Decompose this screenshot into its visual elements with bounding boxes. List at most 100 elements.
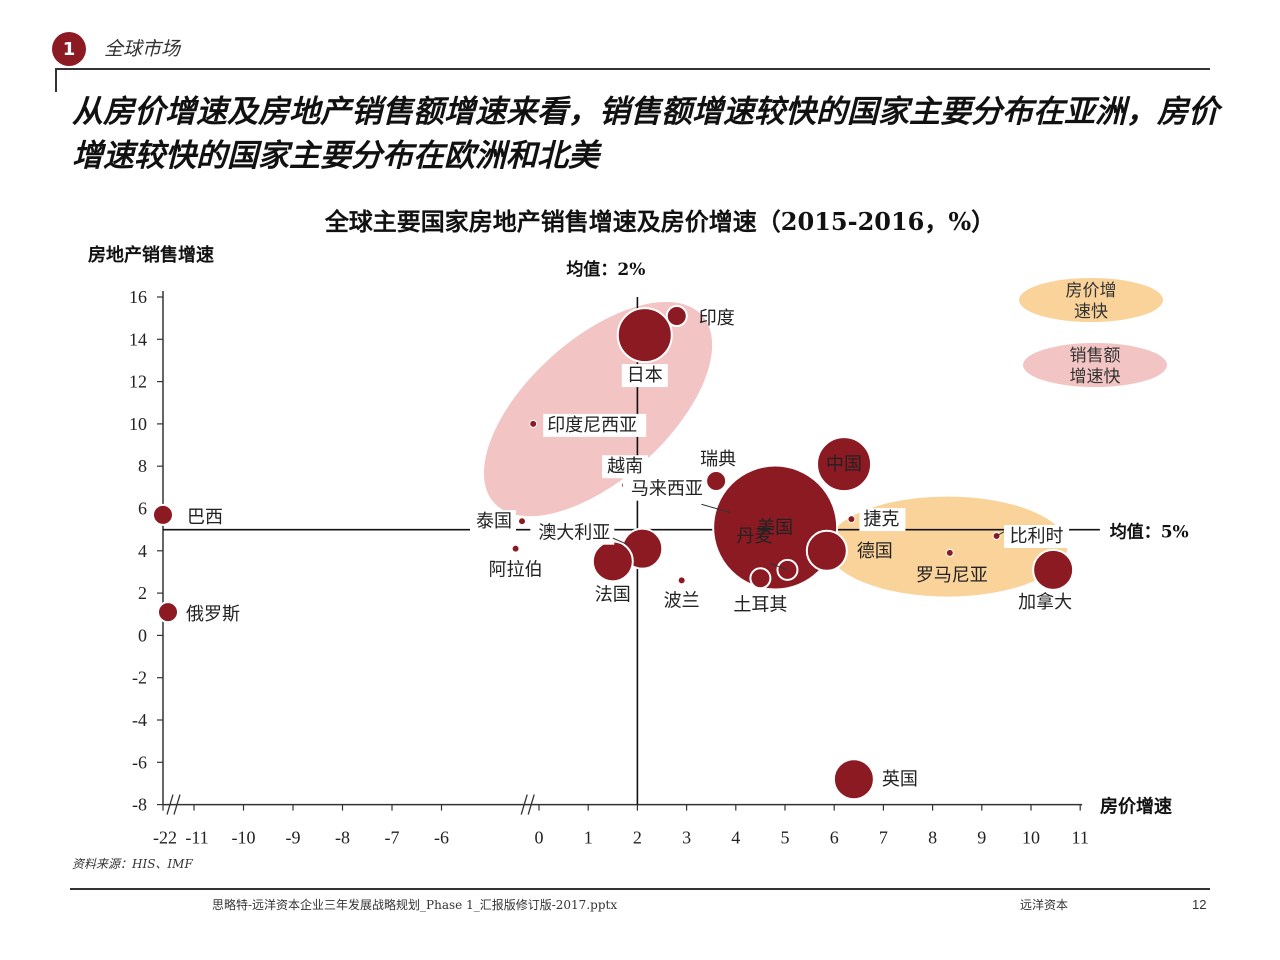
data-label: 土耳其: [733, 594, 787, 615]
y-axis-title: 房地产销售增速: [88, 244, 214, 266]
y-tick-label: 14: [129, 329, 147, 349]
y-tick-label: 16: [129, 287, 147, 307]
section-number-badge: 1: [52, 32, 86, 66]
data-label: 日本: [627, 365, 663, 386]
bubble-point: [518, 517, 526, 526]
data-label-bg: [859, 508, 906, 532]
data-label-bg: [622, 477, 707, 501]
data-label: 加拿大: [1018, 591, 1072, 613]
bubble-point: [805, 529, 848, 572]
bubble-point: [665, 305, 688, 328]
legend-label: 房价增速快: [1066, 281, 1117, 322]
data-label-bg: [470, 510, 516, 534]
x-tick-label: 10: [1022, 828, 1040, 848]
bubble-point: [1032, 548, 1075, 591]
bubble-point: [847, 515, 856, 524]
bubble-point: [749, 567, 772, 590]
x-tick-label: 4: [731, 828, 740, 848]
footer-filename: 思略特-远洋资本企业三年发展战略规划_Phase 1_汇报版修订版-2017.p…: [212, 898, 618, 912]
data-label-bg: [602, 455, 649, 479]
label-leader-line: [701, 503, 732, 514]
footer-divider: [70, 888, 1210, 890]
bubble-point: [157, 601, 179, 624]
x-tick-label: 11: [1072, 828, 1089, 848]
x-axis-title: 房价增速: [1100, 796, 1172, 818]
x-tick-label: 6: [830, 828, 839, 848]
x-tick-label: 8: [928, 828, 937, 848]
x-tick-label: -11: [185, 828, 208, 848]
chart-title: 全球主要国家房地产销售增速及房价增速（2015-2016，%）: [324, 207, 996, 236]
data-label: 马来西亚: [631, 479, 703, 500]
legend-label-line: 速快: [1074, 302, 1108, 322]
x-tick-label: -10: [232, 828, 256, 848]
data-label: 印度: [699, 308, 735, 329]
y-tick-label: 0: [138, 625, 147, 645]
mean-x-label: 均值：2%: [566, 259, 645, 280]
bubble-point: [677, 576, 686, 585]
slide-headline: 从房价增速及房地产销售额增速来看，销售额增速较快的国家主要分布在亚洲，房价增速较…: [72, 94, 1219, 174]
footer-brand: 远洋资本: [1020, 898, 1069, 912]
bubble-point: [529, 419, 538, 428]
axis-break-mark: [173, 794, 181, 815]
axis-break-mark: [520, 794, 528, 815]
axis-break-mark: [527, 794, 535, 815]
x-tick-label: -8: [335, 828, 350, 848]
y-tick-label: 12: [129, 372, 147, 392]
header-divider-tick: [55, 68, 57, 92]
y-tick-label: 2: [138, 583, 147, 603]
data-label-bg: [530, 521, 615, 545]
bubble-point: [511, 544, 520, 553]
data-label: 美国: [757, 518, 793, 539]
legend-label-line: 销售额: [1070, 346, 1121, 366]
x-tick-label: 7: [879, 828, 888, 848]
y-tick-label: -8: [132, 795, 147, 815]
data-label: 德国: [857, 541, 893, 562]
bubble-point: [152, 503, 174, 526]
data-label-bg: [621, 364, 668, 388]
x-tick-label: -22: [153, 828, 177, 848]
x-tick-label: -9: [286, 828, 301, 848]
page-number: 12: [1192, 897, 1207, 912]
data-label-bg: [1004, 524, 1070, 548]
label-leader-line: [996, 531, 1005, 537]
axis-break-mark: [166, 794, 174, 815]
y-tick-label: 10: [129, 414, 147, 434]
data-label: 印度尼西亚: [547, 415, 637, 436]
source-note: 资料来源：HIS、IMF: [72, 857, 193, 871]
bubble-point: [816, 436, 873, 493]
y-tick-label: 6: [138, 499, 147, 519]
x-tick-label: 3: [682, 828, 691, 848]
data-label: 泰国: [476, 511, 512, 532]
y-tick-label: 4: [138, 541, 147, 561]
data-label: 阿拉伯: [489, 560, 543, 581]
data-label: 捷克: [863, 509, 899, 530]
data-label: 比利时: [1010, 526, 1064, 547]
data-label-bg: [543, 413, 647, 437]
label-leader-line: [612, 537, 628, 545]
bubble-point: [591, 540, 634, 583]
bubble-point: [712, 464, 839, 591]
x-tick-label: 0: [535, 828, 544, 848]
data-label: 俄罗斯: [186, 604, 240, 625]
bubble-point: [705, 470, 728, 493]
data-label: 波兰: [664, 590, 700, 611]
data-label: 罗马尼亚: [916, 565, 988, 586]
data-label: 英国: [882, 769, 918, 790]
y-tick-label: -2: [132, 668, 147, 688]
x-tick-label: 5: [781, 828, 790, 848]
y-tick-label: -4: [132, 710, 147, 730]
header-divider: [55, 68, 1210, 70]
bubble-point: [832, 758, 875, 801]
legend-label-line: 房价增: [1066, 281, 1117, 301]
x-tick-label: -6: [434, 828, 449, 848]
y-tick-label: -6: [132, 752, 147, 772]
mean-y-label: 均值：5%: [1110, 522, 1189, 543]
legend-swatch: [1023, 343, 1167, 387]
data-label: 丹麦: [736, 526, 772, 547]
section-title: 全球市场: [104, 38, 181, 60]
data-label: 法国: [595, 584, 631, 605]
data-label: 澳大利亚: [538, 523, 610, 544]
data-label: 中国: [826, 454, 862, 475]
x-tick-label: -7: [385, 828, 400, 848]
